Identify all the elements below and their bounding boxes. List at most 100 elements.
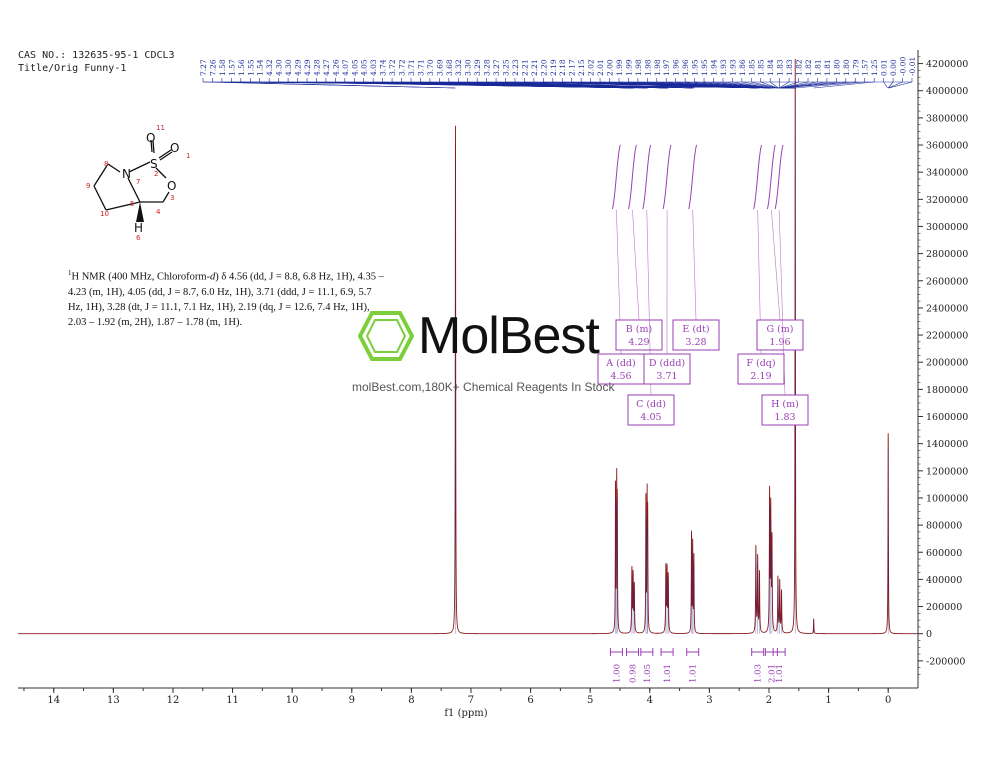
peak-list-leader [779, 81, 809, 89]
integral-value: 2.01 [767, 664, 777, 683]
peak-list-label: 1.58 [218, 59, 227, 76]
multiplet-label: E (dt) [682, 324, 709, 335]
atom-number: 11 [156, 124, 165, 132]
peak-list-label: -0.01 [908, 57, 917, 76]
peak-list-leader [888, 81, 913, 89]
atom-s: S [150, 157, 158, 171]
multiplet-label: C (dd) [636, 399, 666, 410]
atom-number: 1 [186, 152, 190, 160]
peak-list-label: 7.26 [208, 59, 217, 76]
atom-number: 10 [100, 210, 109, 218]
integral-curve [611, 144, 621, 210]
y-tick-label: 4000000 [926, 86, 968, 97]
peak-list-label: 3.68 [445, 59, 454, 76]
integral-curve [662, 144, 672, 210]
y-tick-label: 600000 [926, 548, 962, 559]
y-tick-label: 2000000 [926, 358, 968, 369]
x-tick-label: 2 [766, 695, 772, 706]
peak-list-label: 1.99 [624, 59, 633, 76]
peak-list-label: 1.97 [662, 59, 671, 76]
peak-list-label: 3.25 [502, 59, 511, 76]
y-tick-label: 3400000 [926, 168, 968, 179]
peak-list-leader [778, 81, 780, 89]
integral-value: 1.01 [663, 664, 673, 683]
integral-value: 1.05 [643, 664, 653, 683]
peak-list-label: 3.29 [473, 59, 482, 76]
peak-list-leader [741, 81, 778, 89]
peak-list-label: 4.29 [303, 59, 312, 76]
peak-list-label: 1.81 [823, 59, 832, 76]
peak-list-label: 3.72 [388, 59, 397, 76]
y-tick-label: 1400000 [926, 439, 968, 450]
multiplet-shift: 1.83 [774, 412, 795, 423]
peak-list-label: 3.70 [426, 59, 435, 76]
atom-number: 2 [154, 170, 158, 178]
integral-value: 1.01 [689, 664, 699, 683]
x-tick-label: 0 [885, 695, 891, 706]
y-tick-label: 2200000 [926, 331, 968, 342]
watermark-tagline: molBest.com,180K+ Chemical Reagents In S… [352, 380, 615, 394]
peak-list-label: 1.93 [719, 59, 728, 76]
x-tick-label: 14 [47, 695, 60, 706]
multiplet-label: A (dd) [605, 358, 635, 369]
multiplet-shift: 4.56 [610, 371, 631, 382]
multiplet-shift: 3.28 [685, 337, 706, 348]
nmr-description-pre: H NMR (400 MHz, Chloroform- [71, 271, 211, 283]
integral-curve [766, 144, 776, 210]
y-tick-label: -200000 [926, 656, 965, 667]
peak-list-label: 2.23 [511, 59, 520, 76]
integral-curve [642, 144, 652, 210]
peak-list-label: 1.96 [681, 59, 690, 76]
y-tick-label: 1600000 [926, 412, 968, 423]
peak-list-label: 3.74 [379, 59, 388, 76]
peak-list-label: 4.03 [369, 59, 378, 76]
peak-list-label: 2.21 [520, 59, 529, 76]
nmr-description-body: ) δ 4.56 (dd, J = 8.8, 6.8 Hz, 1H), 4.35… [68, 271, 384, 328]
peak-list-label: 3.30 [464, 59, 473, 76]
multiplet-box [597, 353, 645, 385]
multiplet-leader [632, 209, 640, 321]
peak-list-leader [770, 81, 779, 89]
y-tick-label: 4200000 [926, 59, 968, 70]
atom-n: N [122, 167, 131, 181]
peak-list-label: 1.55 [246, 59, 255, 76]
peak-list-leader [212, 81, 456, 89]
peak-list-label: 0.00 [889, 59, 898, 76]
multiplet-shift: 4.29 [628, 337, 649, 348]
peak-list-label: 1.80 [832, 59, 841, 76]
y-tick-label: 2800000 [926, 249, 968, 260]
integral-value: 0.98 [629, 664, 639, 683]
integral-curve [753, 144, 763, 210]
atom-number: 8 [104, 160, 108, 168]
molecule-structure: N S O O O H 1 2 3 4 5 6 7 8 9 10 11 [86, 124, 190, 242]
peak-list-label: 4.05 [360, 59, 369, 76]
peak-list-label: 1.98 [634, 59, 643, 76]
peak-list-label: 7.27 [199, 59, 208, 76]
peak-list-label: 4.26 [331, 59, 340, 76]
peak-list-label: 1.96 [672, 59, 681, 76]
peak-list-label: 1.82 [804, 59, 813, 76]
peak-list-label: 1.54 [256, 59, 265, 76]
peak-list-label: 1.98 [653, 59, 662, 76]
peak-list-label: 1.56 [237, 59, 246, 76]
peak-list-label: 3.72 [398, 59, 407, 76]
multiplet-label: B (m) [626, 324, 652, 335]
peak-list-label: 1.81 [813, 59, 822, 76]
y-tick-label: 0 [926, 629, 932, 640]
y-tick-label: 2400000 [926, 303, 968, 314]
x-tick-label: 5 [587, 695, 593, 706]
y-tick-label: 1200000 [926, 466, 968, 477]
peak-list-label: 3.28 [483, 59, 492, 76]
peak-list-label: 4.07 [341, 59, 350, 76]
peak-list-label: 1.99 [615, 59, 624, 76]
y-tick-label: 3000000 [926, 222, 968, 233]
atom-o-top: O [146, 131, 155, 145]
peak-list-label: 4.30 [284, 59, 293, 76]
peak-list-label: 1.85 [757, 59, 766, 76]
multiplet-leader [692, 209, 697, 321]
x-tick-label: 7 [468, 695, 474, 706]
peak-list-label: 3.69 [435, 59, 444, 76]
x-tick-label: 9 [349, 695, 355, 706]
peak-list-leader [888, 81, 903, 89]
